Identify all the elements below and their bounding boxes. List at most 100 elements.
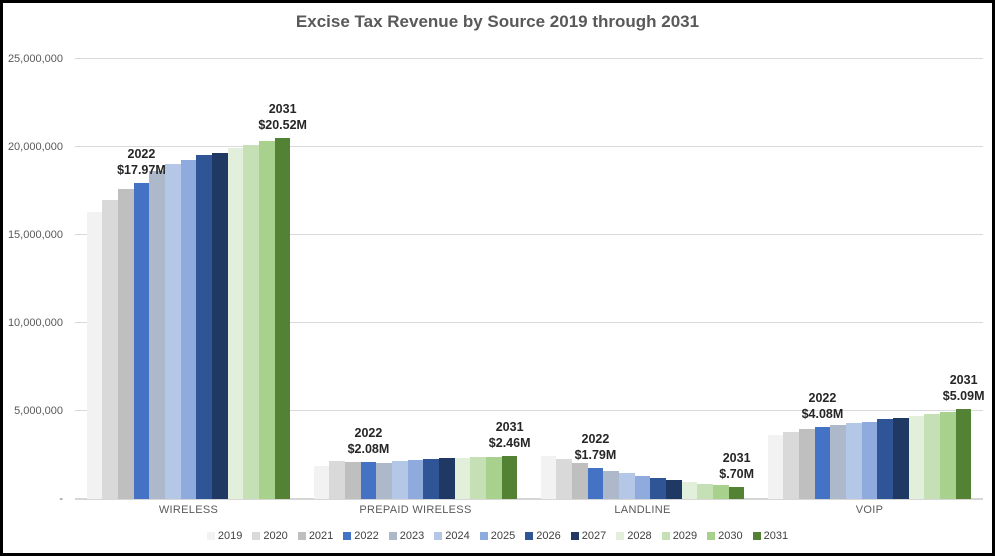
bar-2028-landline (681, 482, 698, 499)
legend-swatch-2019 (206, 532, 215, 540)
legend-item-2019: 2019 (206, 530, 242, 542)
legend-swatch-2026 (525, 532, 534, 540)
bar-groups: 2022 $17.97M 2031 $20.52M 2022 $2.08M 2031 $2.4… (75, 59, 984, 499)
bar-2024-voip (845, 423, 862, 499)
bar-2031-voip (955, 409, 972, 499)
bar-2027-landline (666, 480, 682, 499)
category-label-voip: VOIP (855, 504, 884, 516)
legend-label-2024: 2024 (445, 530, 470, 542)
bar-2027-voip (893, 417, 909, 499)
bar-2025-wireless (180, 160, 197, 499)
bar-2023-voip (830, 424, 846, 499)
y-axis-tick-label: 25,000,000 (7, 53, 63, 65)
legend-swatch-2027 (570, 532, 579, 540)
bar-2020-wireless (102, 199, 118, 499)
bar-cluster-landline: 2022 $1.79M 2031 $.70M (540, 59, 754, 499)
y-axis-tick-label: 10,000,000 (7, 317, 63, 329)
gridline (75, 322, 983, 323)
bar-2019-voip (767, 435, 784, 499)
bar-2020-voip (783, 432, 799, 499)
bar-2031-wireless (274, 137, 291, 499)
legend-swatch-2031 (752, 532, 761, 540)
annotation-year: 2031 (495, 419, 524, 434)
bar-2028-wireless (227, 147, 244, 499)
legend-item-2030: 2030 (707, 530, 743, 542)
category-group-wireless: 2022 $17.97M 2031 $20.52M (75, 59, 307, 499)
legend-item-2024: 2024 (434, 530, 470, 542)
legend-label-2029: 2029 (672, 530, 698, 542)
bar-2023-wireless (149, 171, 165, 499)
legend-swatch-2025 (479, 532, 488, 540)
bar-2024-wireless (164, 163, 181, 499)
x-axis-line (75, 498, 983, 500)
bar-2022-wireless (133, 182, 150, 499)
legend-label-2027: 2027 (581, 530, 607, 542)
annotation-value: $4.08M (801, 407, 844, 422)
bar-2029-prepaid-wireless (470, 457, 487, 499)
gridline (75, 58, 983, 59)
category-group-voip: 2022 $4.08M 2031 $5.09M (756, 59, 984, 499)
bar-2027-prepaid-wireless (439, 458, 455, 499)
legend-label-2025: 2025 (490, 530, 516, 542)
annotation-2031-wireless: 2031 $20.52M (258, 101, 307, 133)
bar-2030-prepaid-wireless (486, 456, 502, 499)
legend-item-2020: 2020 (252, 530, 288, 542)
annotation-2022-voip: 2022 $4.08M (802, 390, 844, 422)
bar-2021-landline (571, 462, 588, 499)
legend-item-2022: 2022 (343, 530, 379, 542)
bar-2030-wireless (259, 141, 275, 499)
gridline (75, 410, 983, 411)
bar-2028-prepaid-wireless (454, 458, 471, 499)
annotation-year: 2022 (808, 391, 837, 406)
gridline (75, 146, 983, 147)
legend-label-2023: 2023 (399, 530, 425, 542)
annotation-year: 2022 (581, 431, 610, 446)
plot-area: 2022 $17.97M 2031 $20.52M 2022 $2.08M 2031 $2.4… (75, 58, 984, 500)
annotation-value: $20.52M (258, 117, 307, 132)
category-label-prepaid-wireless: PREPAID WIRELESS (359, 504, 472, 516)
annotation-2022-wireless: 2022 $17.97M (117, 146, 166, 178)
legend-label-2026: 2026 (536, 530, 561, 542)
x-axis-category-labels: WIRELESS PREPAID WIRELESS LANDLINE VOIP (75, 504, 983, 516)
category-group-prepaid-wireless: 2022 $2.08M 2031 $2.46M (302, 59, 531, 499)
bar-2031-prepaid-wireless (501, 455, 518, 499)
category-label-wireless: WIRELESS (158, 504, 219, 516)
bar-2020-landline (556, 459, 572, 499)
category-group-landline: 2022 $1.79M 2031 $.70M (529, 59, 756, 499)
legend-item-2027: 2027 (570, 530, 607, 542)
bar-2026-landline (650, 478, 666, 499)
annotation-value: $17.97M (117, 162, 166, 177)
bar-2020-prepaid-wireless (329, 461, 345, 499)
annotation-year: 2022 (354, 426, 383, 441)
annotation-2022-landline: 2022 $1.79M (575, 431, 617, 463)
bar-2025-prepaid-wireless (407, 459, 424, 499)
legend-item-2023: 2023 (388, 530, 425, 542)
legend-label-2031: 2031 (763, 530, 789, 542)
bar-cluster-voip: 2022 $4.08M 2031 $5.09M (767, 59, 984, 499)
annotation-year: 2031 (722, 450, 751, 465)
bar-2019-prepaid-wireless (313, 466, 330, 499)
bar-2022-prepaid-wireless (360, 462, 377, 499)
bar-2029-wireless (243, 145, 260, 499)
bar-2031-landline (728, 486, 745, 499)
legend-item-2028: 2028 (616, 530, 652, 542)
annotation-2022-prepaid-wireless: 2022 $2.08M (348, 425, 390, 457)
chart-title: Excise Tax Revenue by Source 2019 throug… (295, 12, 700, 31)
bar-2026-voip (877, 418, 893, 499)
legend-swatch-2029 (661, 532, 670, 540)
y-axis-tick-label: 20,000,000 (7, 141, 63, 153)
y-axis-tick-label: 5,000,000 (14, 405, 63, 417)
bar-2021-prepaid-wireless (344, 462, 361, 499)
annotation-year: 2031 (949, 373, 978, 388)
bar-2023-landline (603, 470, 619, 499)
annotation-value: $2.08M (347, 442, 390, 457)
annotation-value: $5.09M (942, 389, 985, 404)
legend-swatch-2022 (343, 532, 352, 540)
y-axis-tick-label: 15,000,000 (7, 229, 63, 241)
bar-2026-wireless (196, 154, 212, 499)
gridline (75, 234, 983, 235)
y-axis: 25,000,000 20,000,000 15,000,000 10,000,000… (3, 53, 63, 505)
bar-2030-landline (713, 485, 729, 499)
annotation-value: $2.46M (488, 435, 531, 450)
